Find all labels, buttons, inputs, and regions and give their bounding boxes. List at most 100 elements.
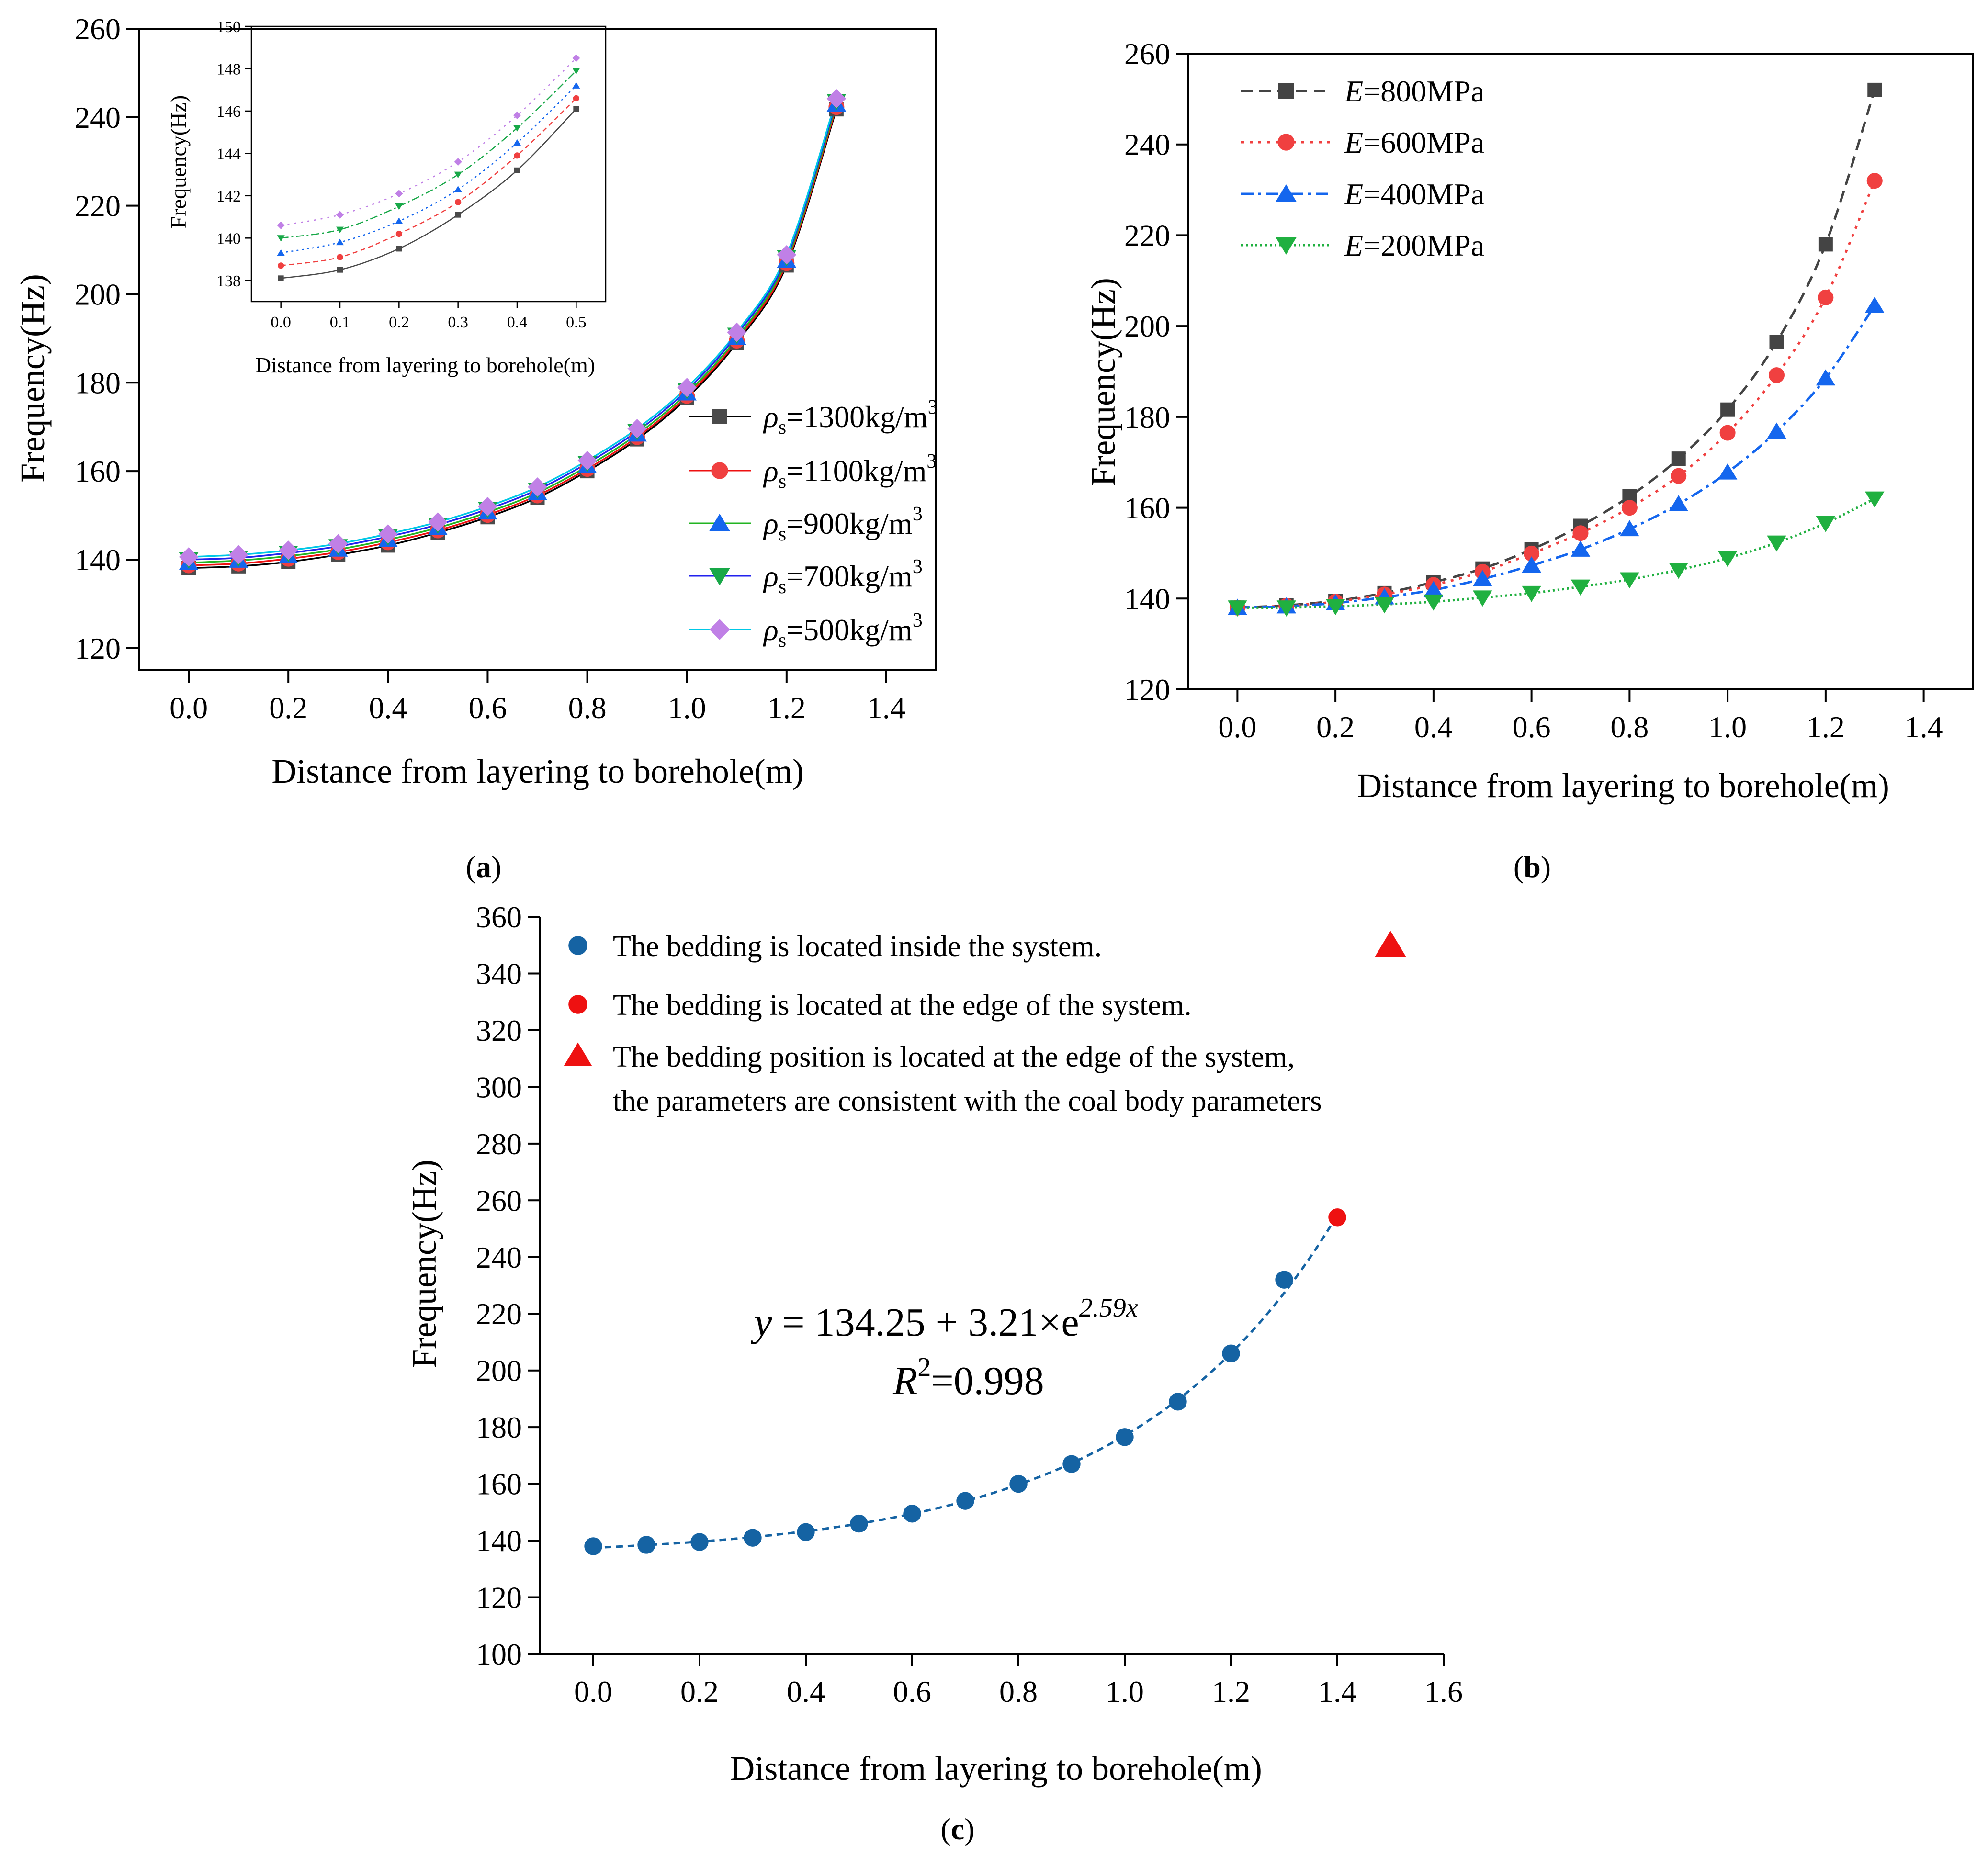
panel-b-line-2	[1237, 305, 1876, 609]
panel-b-plot-frame	[1187, 53, 1974, 690]
panel-a-xtick-label: 0.8	[568, 691, 607, 725]
panel-c-point-s0-12	[1222, 1344, 1240, 1362]
panel-a-inset-ytick-label: 140	[216, 230, 241, 248]
panel-a-inset-point-s1-3	[455, 199, 462, 205]
panel-c-legend: The bedding is located inside the system…	[564, 930, 1322, 1117]
panel-a-point-s4-4	[378, 524, 398, 544]
legend-c-label-inside: The bedding is located inside the system…	[613, 930, 1102, 963]
panel-a-inset-line-2	[281, 85, 577, 254]
panel-a-inset-point-s3-5	[572, 68, 580, 75]
panel-b-point-s3-3	[1375, 597, 1394, 614]
panel-a-xtick-label: 1.2	[768, 691, 806, 725]
panel-c-point-s0-9	[1062, 1455, 1081, 1473]
panel-c-point-s0-0	[584, 1537, 602, 1555]
legend-b-marker-2	[1276, 184, 1297, 202]
panel-c-point-s0-5	[850, 1514, 868, 1533]
panel-c-point-s0-11	[1169, 1393, 1187, 1411]
panel-c-xtick-label: 1.6	[1424, 1675, 1463, 1709]
panel-a-inset-xtick-label: 0.2	[389, 314, 409, 331]
legend-b-entry-400: E=400MPa	[1241, 177, 1484, 211]
panel-a-inset-point-s3-2	[395, 203, 403, 210]
panel-a-xtick-label: 1.0	[668, 691, 706, 725]
panel-a-inset-xtick-label: 0.5	[566, 314, 587, 331]
panel-b-point-s3-8	[1620, 572, 1639, 589]
panel-b-line-0	[1237, 90, 1876, 609]
panel-c-tick-labels: 0.0 0.2 0.4 0.6 0.8 1.0 1.2 1.4 1.6 100 120 140 160 1…	[476, 900, 1463, 1709]
panel-b-point-s0-9	[1671, 451, 1686, 466]
panel-b-series-markers	[1228, 82, 1885, 617]
panel-a-inset-line-4	[281, 57, 577, 226]
panel-c-point-s0-6	[903, 1505, 921, 1523]
panel-c-chart: 0.0 0.2 0.4 0.6 0.8 1.0 1.2 1.4 1.6 100 120 140 160 1…	[405, 900, 1463, 1846]
panel-b-point-s1-7	[1572, 525, 1589, 541]
panel-b-xtick-label: 1.2	[1807, 710, 1845, 744]
panel-a-inset-chart: 0.0 0.1 0.2 0.3 0.4 0.5138140142144146148150 …	[166, 18, 607, 377]
panel-c-ytick-label: 320	[476, 1013, 522, 1047]
panel-b-ytick-label: 160	[1124, 491, 1170, 525]
panel-a-inset-xtick-label: 0.0	[271, 314, 291, 331]
panel-a-inset-point-s3-0	[277, 235, 285, 242]
panel-a-inset-series-lines	[281, 57, 577, 279]
panel-c-ytick-label: 280	[476, 1127, 522, 1161]
panel-a-xtick-label: 0.0	[169, 691, 208, 725]
panel-b-point-s2-8	[1620, 520, 1639, 537]
panel-c-frame	[528, 916, 1445, 1666]
legend-a-entry-1300: ρs=1300kg/m3	[689, 396, 938, 439]
panel-b-xlabel: Distance from layering to borehole(m)	[1357, 766, 1889, 805]
panel-a-ytick-label: 160	[75, 454, 121, 488]
panel-a-inset-ytick-label: 144	[216, 145, 241, 163]
panel-c-ytick-label: 140	[476, 1524, 522, 1558]
panel-c-ytick-label: 300	[476, 1070, 522, 1104]
panel-c-point-s1-0	[1328, 1208, 1346, 1227]
panel-c-xtick-label: 0.6	[893, 1675, 931, 1709]
panel-a-inset-frame	[245, 25, 607, 308]
panel-c-ytick-label: 220	[476, 1297, 522, 1331]
panel-a-point-s4-3	[328, 534, 348, 553]
legend-b-entry-200: E=200MPa	[1241, 228, 1484, 262]
panel-b-xtick-label: 0.6	[1513, 710, 1551, 744]
panel-b-ytick-label: 120	[1124, 673, 1170, 707]
panel-a-plot-frame	[138, 28, 937, 671]
panel-a-ytick-label: 180	[75, 366, 121, 400]
legend-a-label-900: ρs=900kg/m3	[763, 503, 923, 545]
panel-c-ytick-label: 200	[476, 1354, 522, 1388]
panel-b-point-s1-12	[1818, 289, 1834, 305]
panel-b-point-s0-12	[1818, 237, 1833, 252]
panel-c-ytick-label: 100	[476, 1637, 522, 1671]
panel-b-ytick-label: 180	[1124, 400, 1170, 434]
panel-c-markers	[584, 931, 1406, 1555]
panel-b-point-s2-10	[1717, 463, 1738, 480]
panel-a-inset-point-s0-1	[337, 267, 343, 273]
panel-b-point-s2-13	[1865, 296, 1885, 313]
panel-b-point-s0-10	[1720, 402, 1735, 417]
panel-b-label: (b)	[1514, 850, 1551, 884]
panel-a-point-s4-6	[478, 496, 497, 517]
panel-a-ylabel: Frequency(Hz)	[13, 274, 52, 483]
legend-c-marker-edge	[568, 995, 587, 1014]
panel-c-r-squared: R2=0.998	[892, 1352, 1044, 1403]
panel-b-point-s3-1	[1276, 600, 1296, 617]
panel-c-point-s0-2	[690, 1533, 709, 1551]
legend-a-marker-2	[709, 514, 730, 531]
panel-b-point-s3-9	[1669, 563, 1688, 579]
panel-a-point-s4-13	[826, 89, 847, 109]
panel-a-inset-tick-labels: 0.0 0.1 0.2 0.3 0.4 0.5 138 140 142 144 146 148 150	[216, 18, 587, 331]
legend-a-marker-1	[711, 462, 728, 479]
panel-a-inset-line-3	[281, 70, 577, 239]
panel-b-xtick-label: 0.2	[1316, 710, 1355, 744]
panel-b-point-s2-5	[1473, 570, 1492, 586]
legend-a-entry-500: ρs=500kg/m3	[689, 609, 923, 652]
panel-a-inset-point-s2-2	[395, 217, 403, 224]
panel-a-inset-xtick-label: 0.1	[330, 314, 350, 331]
panel-c-xtick-label: 1.0	[1106, 1675, 1144, 1709]
panel-a-inset-point-s0-0	[278, 275, 284, 281]
panel-c-point-s0-4	[797, 1523, 815, 1542]
panel-b-point-s2-6	[1522, 556, 1541, 573]
legend-b-label-600: E=600MPa	[1344, 125, 1484, 159]
panel-a-inset-point-s3-4	[513, 125, 521, 132]
panel-a-point-s4-8	[577, 450, 597, 471]
legend-a-entry-700: ρs=700kg/m3	[689, 556, 923, 598]
panel-c-point-s0-3	[744, 1529, 762, 1547]
panel-b-point-s3-12	[1816, 516, 1836, 532]
